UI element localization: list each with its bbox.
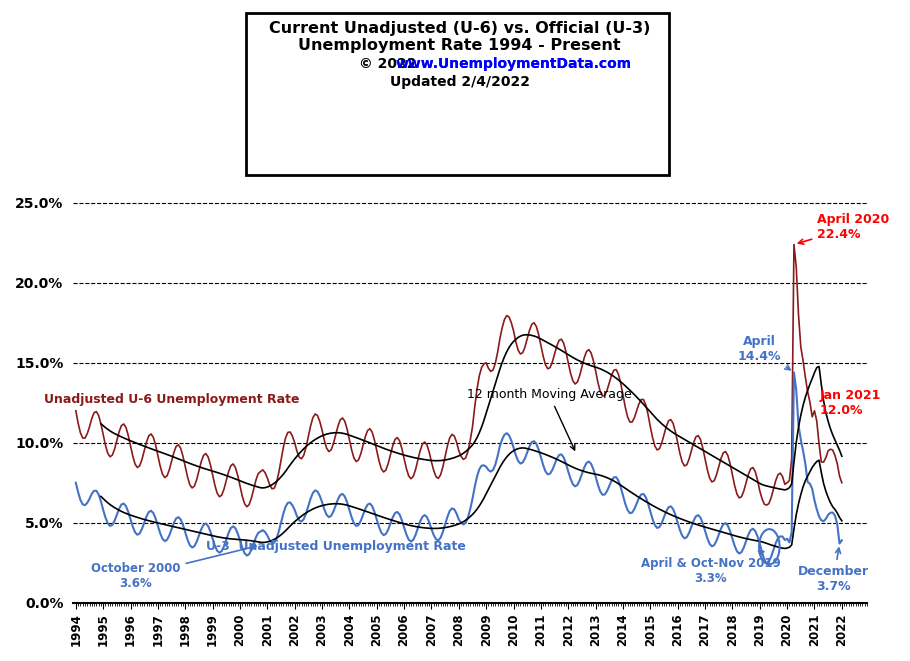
- Text: Jan 2021
12.0%: Jan 2021 12.0%: [820, 389, 881, 417]
- Text: www.UnemploymentData.com: www.UnemploymentData.com: [396, 57, 632, 71]
- Text: 12 month Moving Average: 12 month Moving Average: [467, 388, 632, 450]
- Text: December
3.7%: December 3.7%: [798, 548, 869, 593]
- Text: © 2022: © 2022: [359, 57, 427, 71]
- Text: April
14.4%: April 14.4%: [738, 334, 790, 369]
- Text: April 2020
22.4%: April 2020 22.4%: [798, 213, 889, 244]
- Text: www.UnemploymentData.com: www.UnemploymentData.com: [396, 57, 632, 71]
- Text: October 2000
3.6%: October 2000 3.6%: [91, 545, 256, 590]
- Text: April & Oct-Nov 2019
3.3%: April & Oct-Nov 2019 3.3%: [641, 551, 781, 585]
- Text: Current Unadjusted (U-6) vs. Official (U-3): Current Unadjusted (U-6) vs. Official (U…: [268, 21, 651, 36]
- Text: Unemployment Rate 1994 - Present: Unemployment Rate 1994 - Present: [298, 38, 621, 54]
- Text: Unadjusted U-6 Unemployment Rate: Unadjusted U-6 Unemployment Rate: [44, 393, 299, 406]
- Text: U-3  Unadjusted Unemployment Rate: U-3 Unadjusted Unemployment Rate: [206, 540, 466, 553]
- Text: Updated 2/4/2022: Updated 2/4/2022: [389, 75, 530, 89]
